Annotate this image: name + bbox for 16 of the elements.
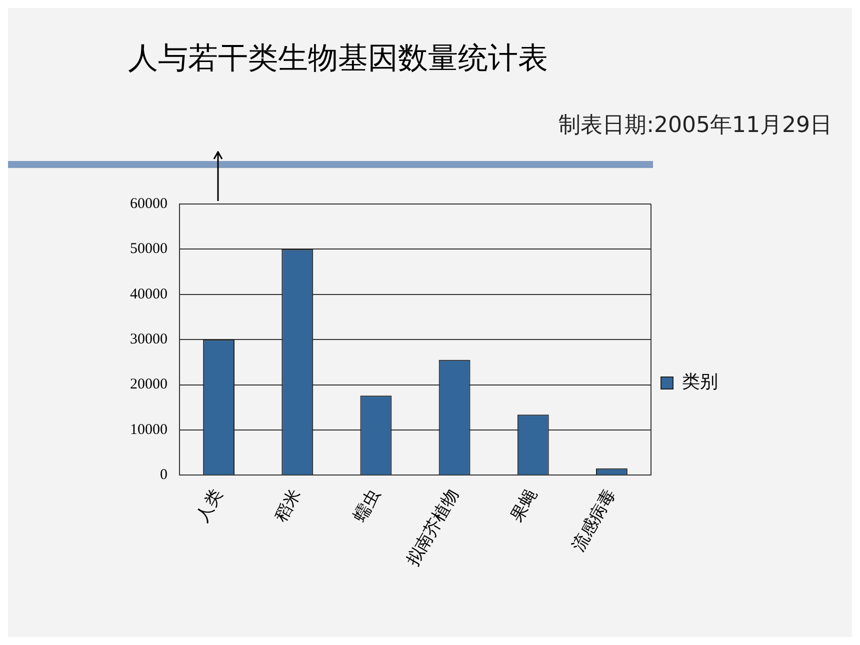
x-tick-label: 蠕虫 — [350, 486, 384, 526]
y-tick-label: 50000 — [130, 241, 168, 258]
text: 制表日期:2005年11月29日 — [558, 112, 832, 140]
legend-label: 类别 — [682, 372, 718, 393]
y-tick-label: 20000 — [130, 376, 168, 393]
y-tick-label: 0 — [160, 467, 168, 484]
x-tick-label: 果蝇 — [506, 486, 542, 526]
x-tick-label: 流感病毒 — [568, 486, 620, 555]
chart-title: 人与若干类生物基因数量统计表 — [128, 40, 548, 78]
x-tick-label: 稻米 — [271, 486, 306, 526]
y-tick-label: 30000 — [130, 332, 168, 348]
x-tick-label: 人类 — [192, 486, 227, 526]
y-tick-label: 40000 — [130, 286, 168, 302]
y-tick-label: 60000 — [130, 196, 168, 212]
y-tick-label: 10000 — [130, 422, 168, 438]
x-tick-label: 拟南芥植物 — [402, 486, 463, 570]
